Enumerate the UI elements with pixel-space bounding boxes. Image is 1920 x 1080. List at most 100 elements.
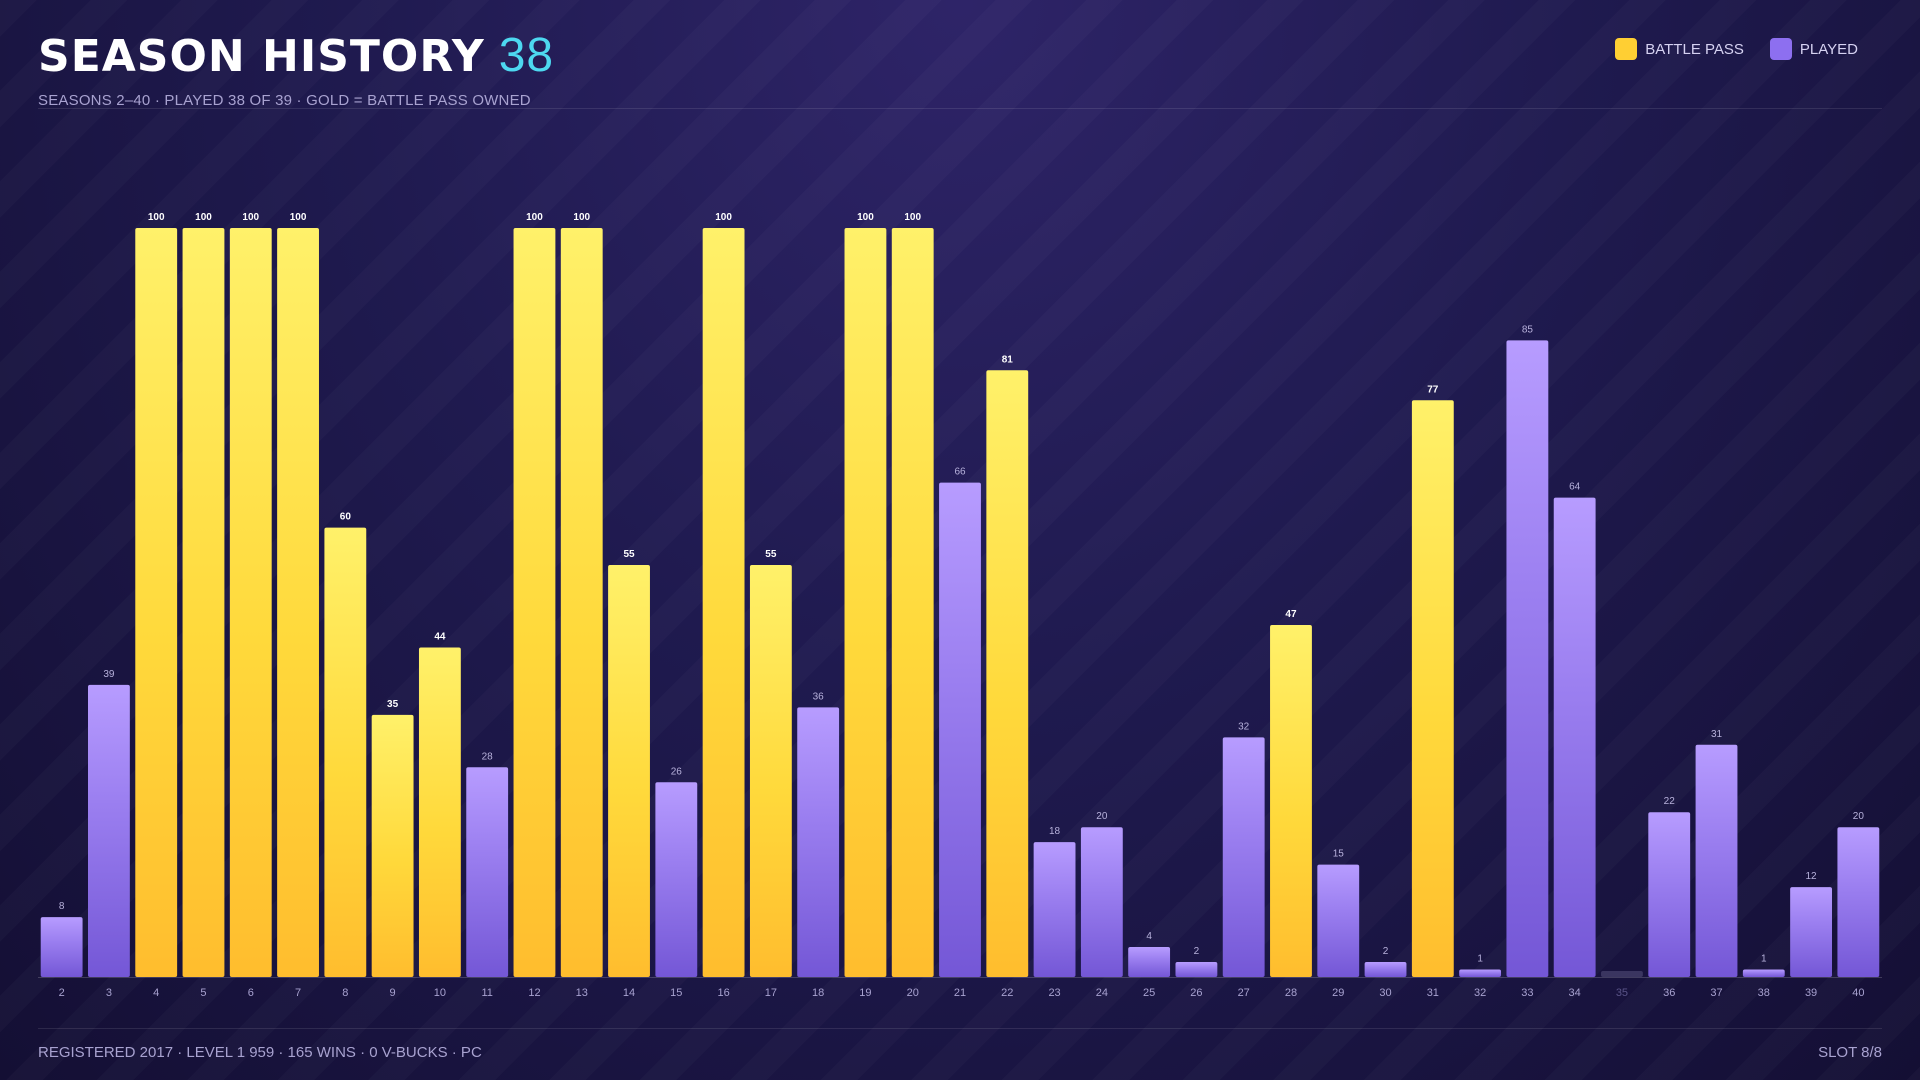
bar-season-17 xyxy=(749,565,792,977)
x-tick-label-season-25: 25 xyxy=(1143,987,1155,999)
bar-season-33 xyxy=(1506,340,1549,978)
battle-pass-swatch xyxy=(1615,38,1638,60)
x-tick-label-season-24: 24 xyxy=(1096,987,1108,999)
bar-season-20 xyxy=(891,228,934,977)
value-label-season-16: 100 xyxy=(715,212,732,223)
bar-season-31 xyxy=(1411,400,1454,977)
bar-season-28 xyxy=(1270,624,1312,977)
x-tick-label-season-26: 26 xyxy=(1190,987,1202,999)
x-tick-label-season-11: 11 xyxy=(481,987,492,999)
value-label-season-11: 28 xyxy=(482,751,494,762)
value-label-season-7: 100 xyxy=(290,212,307,223)
legend-label-battle-pass: BATTLE PASS xyxy=(1645,40,1744,58)
x-tick-label-season-12: 12 xyxy=(528,987,540,999)
x-tick-label-season-29: 29 xyxy=(1332,987,1344,999)
x-tick-label-season-40: 40 xyxy=(1852,987,1864,999)
value-label-season-31: 77 xyxy=(1427,384,1439,395)
bar-season-39 xyxy=(1790,887,1832,977)
bar-season-37 xyxy=(1695,744,1738,977)
bar-season-29 xyxy=(1317,864,1360,977)
footer-divider xyxy=(38,1028,1882,1029)
x-tick-label-season-2: 2 xyxy=(59,987,65,999)
value-label-season-33: 85 xyxy=(1522,324,1534,335)
bar-season-18 xyxy=(797,707,840,977)
bar-season-7 xyxy=(277,228,319,977)
subtitle: SEASONS 2–40 · PLAYED 38 OF 39 · GOLD = … xyxy=(38,92,531,109)
footer-stats: REGISTERED 2017 · LEVEL 1 959 · 165 WINS… xyxy=(38,1044,482,1061)
x-tick-label-season-15: 15 xyxy=(670,987,682,999)
bar-season-25 xyxy=(1128,947,1171,977)
x-tick-label-season-18: 18 xyxy=(812,987,824,999)
bar-season-12 xyxy=(513,228,556,977)
x-tick-label-season-19: 19 xyxy=(859,987,871,999)
value-label-season-23: 18 xyxy=(1049,826,1061,837)
bar-season-6 xyxy=(229,228,272,977)
value-label-season-9: 35 xyxy=(387,699,399,710)
value-label-season-29: 15 xyxy=(1333,849,1345,860)
value-label-season-30: 2 xyxy=(1383,946,1389,957)
value-label-season-10: 44 xyxy=(434,631,446,642)
footer-slot: SLOT 8/8 xyxy=(1818,1044,1882,1061)
value-label-season-2: 8 xyxy=(59,901,65,912)
x-tick-label-season-7: 7 xyxy=(295,987,301,999)
x-tick-label-season-31: 31 xyxy=(1427,987,1439,999)
x-tick-label-season-8: 8 xyxy=(342,987,348,999)
legend-item-played: PLAYED xyxy=(1769,38,1858,60)
bar-season-10 xyxy=(418,647,461,977)
title-count: 38 xyxy=(498,29,555,82)
x-tick-label-season-13: 13 xyxy=(576,987,588,999)
value-label-season-25: 4 xyxy=(1146,931,1152,942)
value-label-season-39: 12 xyxy=(1806,871,1818,882)
bar-season-2 xyxy=(40,917,83,977)
x-tick-label-season-21: 21 xyxy=(954,987,966,999)
page-title: SEASON HISTORY 38 xyxy=(38,30,554,83)
played-swatch xyxy=(1769,38,1792,60)
bar-season-32 xyxy=(1459,969,1502,977)
bar-season-19 xyxy=(844,228,887,977)
value-label-season-17: 55 xyxy=(765,549,777,560)
value-label-season-28: 47 xyxy=(1285,609,1297,620)
value-label-season-6: 100 xyxy=(242,212,259,223)
bar-season-5 xyxy=(182,228,225,977)
title-text: SEASON HISTORY xyxy=(38,31,485,82)
x-tick-label-season-35: 35 xyxy=(1616,987,1628,999)
bar-season-36 xyxy=(1648,812,1691,977)
bar-season-3 xyxy=(88,684,130,977)
bar-season-40 xyxy=(1837,827,1880,977)
value-label-season-27: 32 xyxy=(1238,721,1250,732)
value-label-season-26: 2 xyxy=(1194,946,1200,957)
x-tick-label-season-9: 9 xyxy=(390,987,396,999)
bar-season-8 xyxy=(324,527,367,977)
value-label-season-20: 100 xyxy=(904,212,921,223)
value-label-season-36: 22 xyxy=(1664,796,1676,807)
value-label-season-32: 1 xyxy=(1477,954,1483,965)
bar-season-26 xyxy=(1175,962,1218,977)
x-tick-label-season-36: 36 xyxy=(1663,987,1675,999)
x-tick-label-season-23: 23 xyxy=(1048,987,1060,999)
legend-item-battle-pass: BATTLE PASS xyxy=(1615,38,1744,60)
bar-season-14 xyxy=(608,565,650,977)
bar-season-13 xyxy=(560,228,603,977)
x-tick-label-season-34: 34 xyxy=(1569,987,1581,999)
x-tick-label-season-17: 17 xyxy=(765,987,777,999)
value-label-season-5: 100 xyxy=(195,212,212,223)
x-tick-label-season-16: 16 xyxy=(717,987,729,999)
x-tick-label-season-37: 37 xyxy=(1710,987,1722,999)
x-tick-labels: 2 3 4 5 6 7 8 9 10 11 12 13 14 15 16 17 18 19 20 21 22 23 24 25… xyxy=(59,987,1865,999)
x-tick-label-season-20: 20 xyxy=(907,987,919,999)
value-label-season-24: 20 xyxy=(1096,811,1108,822)
value-label-season-15: 26 xyxy=(671,766,683,777)
value-label-season-37: 31 xyxy=(1711,729,1723,740)
value-label-season-40: 20 xyxy=(1853,811,1865,822)
bar-season-35 xyxy=(1601,971,1643,977)
legend: BATTLE PASS PLAYED xyxy=(1615,38,1858,60)
value-label-season-8: 60 xyxy=(340,512,352,523)
bar-season-21 xyxy=(939,482,981,977)
bar-season-27 xyxy=(1222,737,1265,977)
bar-season-24 xyxy=(1080,827,1123,977)
bar-season-9 xyxy=(371,714,414,977)
x-tick-label-season-10: 10 xyxy=(434,987,446,999)
x-tick-label-season-4: 4 xyxy=(153,987,159,999)
x-tick-label-season-39: 39 xyxy=(1805,987,1817,999)
